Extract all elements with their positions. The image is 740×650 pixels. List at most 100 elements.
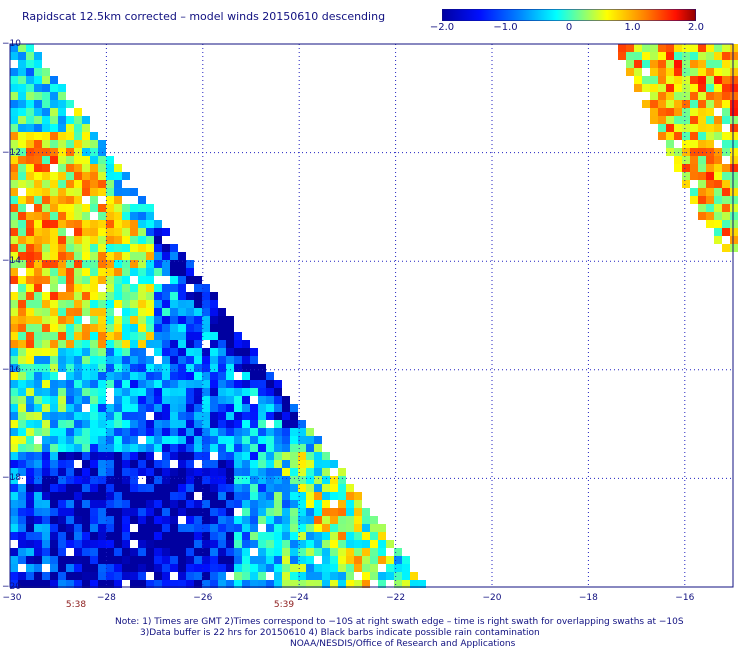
wind-cell	[626, 44, 634, 52]
wind-cell	[714, 212, 722, 220]
wind-cell	[10, 436, 18, 444]
wind-cell	[162, 364, 170, 372]
wind-cell	[202, 404, 210, 412]
wind-cell	[242, 372, 250, 380]
wind-cell	[114, 268, 122, 276]
wind-cell	[10, 396, 18, 404]
wind-cell	[346, 556, 354, 564]
wind-cell	[306, 476, 314, 484]
wind-cell	[186, 276, 194, 284]
wind-cell	[58, 92, 66, 100]
wind-cell	[90, 388, 98, 396]
wind-cell	[82, 124, 90, 132]
wind-cell	[34, 524, 42, 532]
wind-cell	[90, 332, 98, 340]
wind-cell	[186, 532, 194, 540]
wind-cell	[178, 556, 186, 564]
wind-cell	[42, 228, 50, 236]
wind-cell	[98, 220, 106, 228]
wind-cell	[178, 500, 186, 508]
wind-cell	[106, 324, 114, 332]
wind-cell	[114, 388, 122, 396]
wind-cell	[42, 484, 50, 492]
wind-cell	[90, 172, 98, 180]
wind-cell	[306, 444, 314, 452]
wind-cell	[186, 308, 194, 316]
wind-cell	[26, 428, 34, 436]
wind-cell	[10, 228, 18, 236]
wind-cell	[194, 412, 202, 420]
wind-cell	[338, 468, 346, 476]
wind-cell	[42, 332, 50, 340]
wind-cell	[722, 76, 730, 84]
wind-cell	[50, 444, 58, 452]
wind-cell	[186, 548, 194, 556]
wind-cell	[722, 60, 730, 68]
wind-cell	[682, 68, 690, 76]
wind-cell	[122, 380, 130, 388]
wind-cell	[26, 52, 34, 60]
wind-cell	[146, 212, 154, 220]
wind-cell	[730, 68, 738, 76]
wind-cell	[234, 484, 242, 492]
wind-cell	[730, 60, 738, 68]
wind-cell	[218, 404, 226, 412]
wind-cell	[666, 148, 674, 156]
plot-frame	[9, 43, 734, 588]
wind-cell	[34, 236, 42, 244]
wind-cell	[154, 300, 162, 308]
wind-cell	[202, 468, 210, 476]
wind-cell	[58, 540, 66, 548]
wind-cell	[274, 556, 282, 564]
wind-cell	[50, 484, 58, 492]
wind-cell	[258, 444, 266, 452]
wind-cell	[34, 132, 42, 140]
wind-cell	[42, 260, 50, 268]
wind-cell	[218, 348, 226, 356]
wind-cell	[154, 468, 162, 476]
wind-cell	[18, 236, 26, 244]
wind-cell	[66, 324, 74, 332]
wind-cell	[218, 476, 226, 484]
wind-cell	[114, 396, 122, 404]
wind-cell	[202, 388, 210, 396]
wind-cell	[18, 460, 26, 468]
wind-cell	[186, 460, 194, 468]
wind-cell	[634, 44, 642, 52]
wind-cell	[82, 188, 90, 196]
wind-cell	[66, 372, 74, 380]
wind-cell	[58, 548, 66, 556]
wind-cell	[242, 340, 250, 348]
wind-cell	[66, 484, 74, 492]
wind-cell	[50, 492, 58, 500]
wind-cell	[362, 580, 370, 588]
wind-cell	[210, 364, 218, 372]
wind-cell	[98, 532, 106, 540]
wind-cell	[162, 580, 170, 588]
wind-cell	[162, 260, 170, 268]
wind-cell	[10, 460, 18, 468]
wind-cell	[66, 412, 74, 420]
wind-cell	[202, 476, 210, 484]
wind-cell	[666, 108, 674, 116]
wind-cell	[202, 524, 210, 532]
wind-cell	[218, 380, 226, 388]
wind-cell	[218, 364, 226, 372]
wind-cell	[730, 140, 738, 148]
wind-cell	[194, 484, 202, 492]
wind-cell	[90, 412, 98, 420]
wind-cell	[58, 556, 66, 564]
wind-cell	[82, 252, 90, 260]
wind-cell	[98, 484, 106, 492]
wind-cell	[186, 420, 194, 428]
wind-cell	[234, 516, 242, 524]
wind-cell	[74, 228, 82, 236]
wind-cell	[138, 412, 146, 420]
wind-cell	[42, 460, 50, 468]
wind-cell	[178, 420, 186, 428]
wind-cell	[202, 356, 210, 364]
wind-cell	[98, 300, 106, 308]
wind-cell	[50, 396, 58, 404]
wind-cell	[242, 420, 250, 428]
wind-cell	[34, 212, 42, 220]
